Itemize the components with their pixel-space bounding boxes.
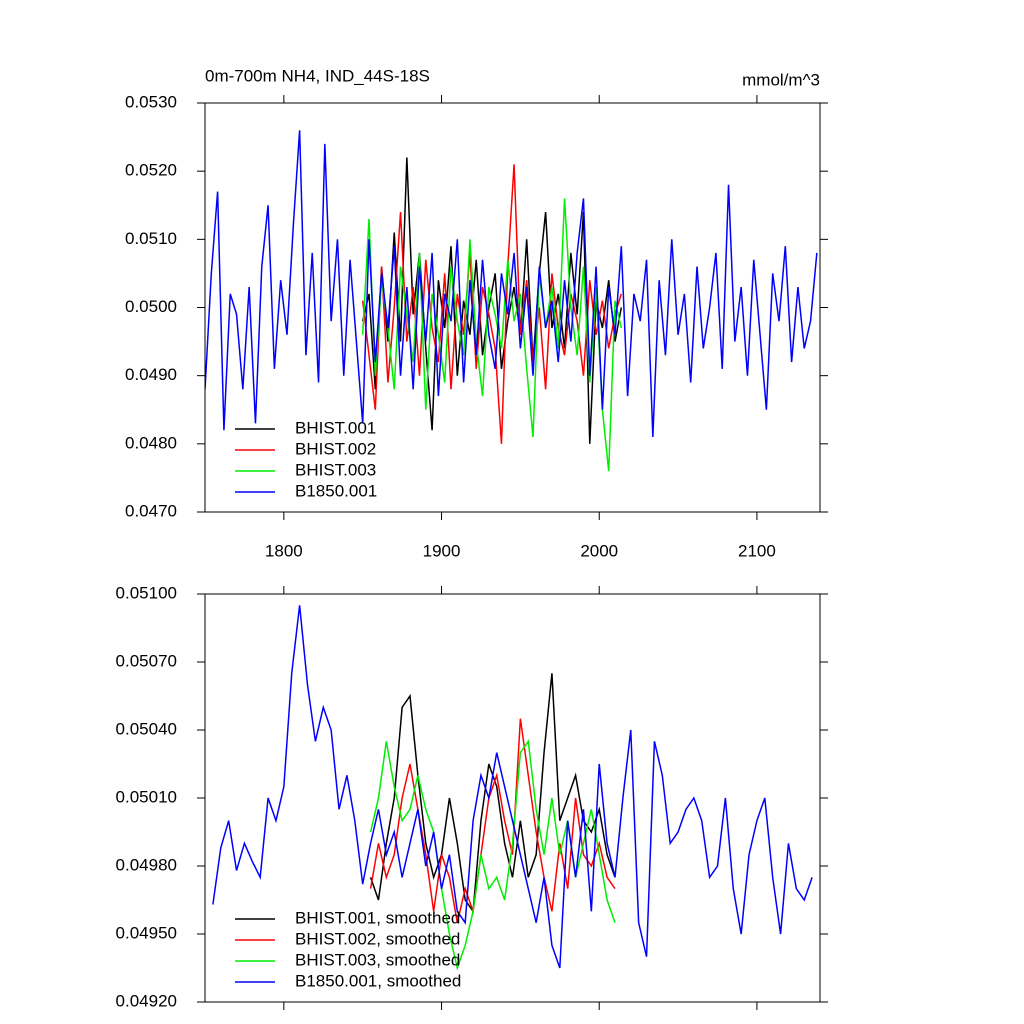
- data-line: [369, 718, 616, 923]
- legend-label: BHIST.001, smoothed: [295, 908, 460, 927]
- x-tick-label: 1900: [423, 541, 461, 560]
- plot-frame: [204, 102, 821, 513]
- legend-label: BHIST.001: [295, 418, 376, 437]
- y-tick-label: 0.05070: [116, 651, 177, 670]
- data-line: [361, 157, 623, 444]
- data-line: [205, 130, 818, 438]
- y-tick-label: 0.05010: [116, 787, 177, 806]
- y-tick-label: 0.04980: [116, 855, 177, 874]
- plot-frame: [204, 593, 821, 1003]
- y-tick-label: 0.04950: [116, 923, 177, 942]
- data-line: [212, 605, 813, 969]
- legend-label: B1850.001: [295, 481, 377, 500]
- y-tick-label: 0.05040: [116, 719, 177, 738]
- y-tick-label: 0.04920: [116, 991, 177, 1010]
- y-tick-label: 0.0530: [125, 92, 177, 111]
- x-tick-label: 2000: [580, 541, 618, 560]
- units-label: mmol/m^3: [742, 70, 820, 89]
- y-tick-label: 0.0520: [125, 161, 177, 180]
- y-tick-label: 0.0470: [125, 501, 177, 520]
- chart-title: 0m-700m NH4, IND_44S-18S: [205, 66, 430, 85]
- x-tick-label: 2100: [738, 541, 776, 560]
- legend-label: BHIST.002, smoothed: [295, 929, 460, 948]
- legend-label: BHIST.003: [295, 460, 376, 479]
- y-tick-label: 0.0490: [125, 365, 177, 384]
- legend-label: BHIST.002: [295, 439, 376, 458]
- y-tick-label: 0.05100: [116, 583, 177, 602]
- x-tick-label: 1800: [265, 541, 303, 560]
- y-tick-label: 0.0510: [125, 229, 177, 248]
- data-line: [369, 673, 616, 914]
- legend-label: BHIST.003, smoothed: [295, 950, 460, 969]
- y-tick-label: 0.0500: [125, 297, 177, 316]
- y-tick-label: 0.0480: [125, 433, 177, 452]
- legend-label: B1850.001, smoothed: [295, 971, 461, 990]
